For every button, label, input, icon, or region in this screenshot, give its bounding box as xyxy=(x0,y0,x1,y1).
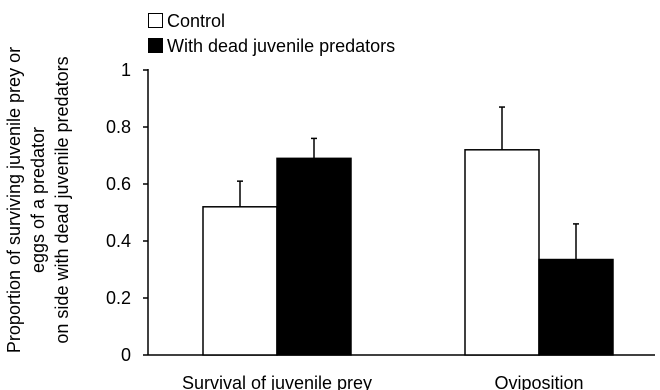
x-tick-label: Oviposition xyxy=(494,373,583,390)
y-axis-label-line: eggs of a predator xyxy=(28,127,48,273)
legend-item-control: Control xyxy=(148,8,395,33)
bar xyxy=(202,206,278,356)
y-tick-label: 0.4 xyxy=(106,231,131,251)
y-tick-label: 0.8 xyxy=(106,117,131,137)
bars xyxy=(202,149,614,356)
x-tick-label: Survival of juvenile prey xyxy=(182,373,372,390)
bar xyxy=(276,157,352,356)
legend-item-dead-predators: With dead juvenile predators xyxy=(148,33,395,58)
x-tick-labels: Survival of juvenile prey Oviposition xyxy=(182,373,584,390)
legend: Control With dead juvenile predators xyxy=(148,8,395,58)
y-axis-label-line: Proportion of surviving juvenile prey or xyxy=(4,47,24,353)
y-tick-label: 0.2 xyxy=(106,288,131,308)
y-tick-label: 0 xyxy=(121,345,131,365)
bar xyxy=(538,258,614,356)
y-axis-label-line: on side with dead juvenile predators xyxy=(52,56,72,343)
y-tick-label: 0.6 xyxy=(106,174,131,194)
y-ticks: 0 0.2 0.4 0.6 0.8 1 xyxy=(106,60,148,365)
error-bars xyxy=(237,106,579,260)
legend-swatch-control xyxy=(148,13,163,28)
y-axis-label: Proportion of surviving juvenile prey or… xyxy=(4,47,72,353)
bar xyxy=(464,149,540,356)
y-tick-label: 1 xyxy=(121,60,131,80)
legend-label-control: Control xyxy=(167,10,226,31)
legend-swatch-dead-predators xyxy=(148,38,163,53)
legend-label-dead-predators: With dead juvenile predators xyxy=(167,35,396,56)
